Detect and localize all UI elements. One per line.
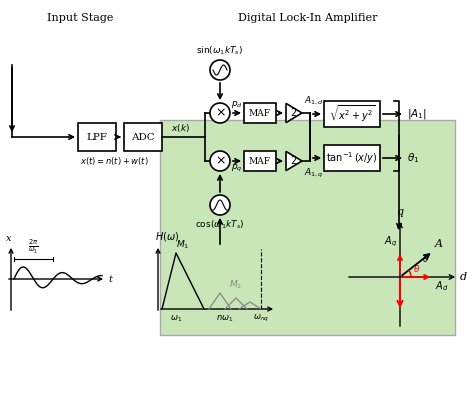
Text: $\times$: $\times$ (215, 154, 225, 167)
Text: $A_{1,q}$: $A_{1,q}$ (304, 167, 324, 180)
FancyBboxPatch shape (244, 151, 276, 171)
Text: $\theta$: $\theta$ (413, 263, 420, 274)
Text: MAF: MAF (249, 156, 271, 166)
Text: $x(t)=n(t)+w(t)$: $x(t)=n(t)+w(t)$ (80, 155, 149, 167)
Text: $\tan^{-1}(x/y)$: $\tan^{-1}(x/y)$ (326, 150, 378, 166)
Text: $M_2$: $M_2$ (229, 278, 242, 291)
Text: q: q (396, 207, 403, 217)
Text: $p_q$: $p_q$ (231, 163, 243, 174)
Text: $\omega_{nq}$: $\omega_{nq}$ (253, 313, 269, 324)
Text: $A_{1,d}$: $A_{1,d}$ (304, 95, 324, 107)
Text: 2: 2 (290, 156, 296, 166)
Text: $\cos(\omega_1 k T_s)$: $\cos(\omega_1 k T_s)$ (195, 218, 245, 231)
Text: d: d (460, 272, 467, 282)
Text: $A_q$: $A_q$ (384, 235, 397, 249)
Text: $p_d$: $p_d$ (231, 99, 243, 110)
Text: $n\omega_1$: $n\omega_1$ (216, 313, 234, 324)
FancyBboxPatch shape (160, 120, 455, 335)
Text: Input Stage: Input Stage (47, 13, 113, 23)
Circle shape (210, 103, 230, 123)
Text: $|A_1|$: $|A_1|$ (407, 107, 427, 121)
Text: $\theta_1$: $\theta_1$ (407, 151, 419, 165)
Text: $\sqrt{x^2+y^2}$: $\sqrt{x^2+y^2}$ (329, 104, 375, 124)
Text: $\sin(\omega_1 k T_s)$: $\sin(\omega_1 k T_s)$ (196, 45, 244, 57)
FancyBboxPatch shape (124, 123, 162, 151)
Circle shape (210, 151, 230, 171)
Polygon shape (286, 151, 302, 171)
Circle shape (210, 60, 230, 80)
FancyBboxPatch shape (244, 103, 276, 123)
Text: LPF: LPF (87, 132, 108, 141)
Text: $x(k)$: $x(k)$ (172, 122, 191, 134)
Text: t: t (108, 275, 112, 284)
FancyBboxPatch shape (324, 145, 380, 171)
Text: $H(\omega)$: $H(\omega)$ (155, 230, 179, 243)
Text: $A_d$: $A_d$ (435, 279, 448, 293)
Text: Digital Lock-In Amplifier: Digital Lock-In Amplifier (238, 13, 378, 23)
Circle shape (210, 195, 230, 215)
Text: $\theta$: $\theta$ (422, 254, 429, 265)
Text: $\frac{2\pi}{\omega_1}$: $\frac{2\pi}{\omega_1}$ (28, 238, 39, 256)
Text: x: x (6, 234, 12, 243)
FancyBboxPatch shape (324, 101, 380, 127)
Text: ADC: ADC (131, 132, 155, 141)
Text: $\times$: $\times$ (215, 107, 225, 120)
Text: MAF: MAF (249, 109, 271, 117)
Text: $M_1$: $M_1$ (176, 239, 189, 251)
Text: 2: 2 (290, 108, 296, 118)
FancyBboxPatch shape (78, 123, 116, 151)
Text: A: A (435, 239, 443, 249)
Polygon shape (286, 103, 302, 122)
Text: $\omega_1$: $\omega_1$ (170, 313, 182, 324)
